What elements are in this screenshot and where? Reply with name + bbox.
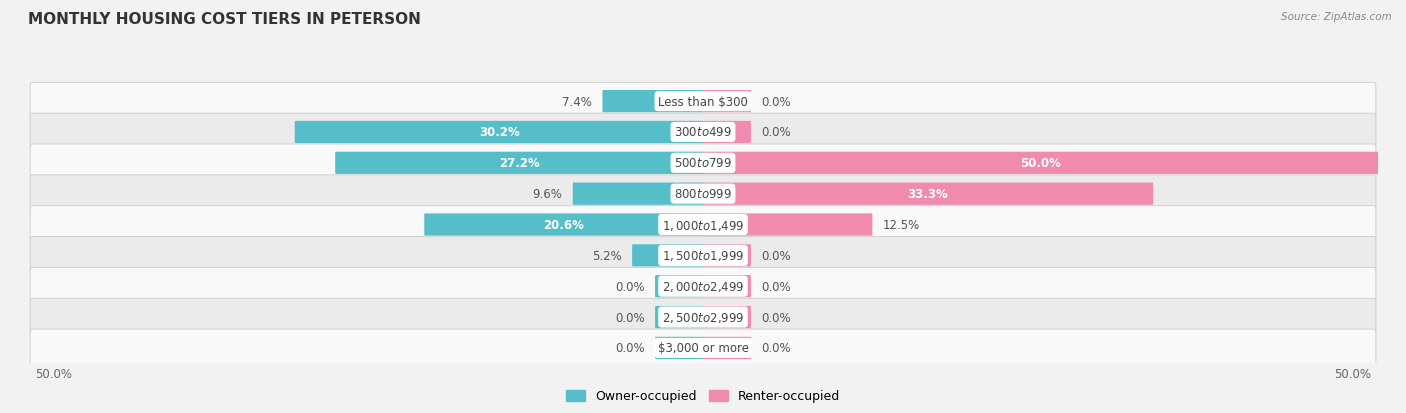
Text: 33.3%: 33.3% bbox=[907, 188, 948, 201]
Text: 0.0%: 0.0% bbox=[761, 95, 790, 108]
Text: 50.0%: 50.0% bbox=[1019, 157, 1062, 170]
Text: 0.0%: 0.0% bbox=[616, 280, 645, 293]
FancyBboxPatch shape bbox=[703, 183, 1153, 205]
Text: 12.5%: 12.5% bbox=[883, 218, 920, 231]
Text: 50.0%: 50.0% bbox=[1334, 367, 1371, 380]
FancyBboxPatch shape bbox=[30, 145, 1376, 182]
Text: 0.0%: 0.0% bbox=[616, 311, 645, 324]
FancyBboxPatch shape bbox=[703, 214, 872, 236]
Text: $800 to $999: $800 to $999 bbox=[673, 188, 733, 201]
FancyBboxPatch shape bbox=[703, 91, 751, 113]
Text: 7.4%: 7.4% bbox=[562, 95, 592, 108]
Text: 20.6%: 20.6% bbox=[544, 218, 585, 231]
FancyBboxPatch shape bbox=[655, 306, 703, 328]
FancyBboxPatch shape bbox=[30, 114, 1376, 152]
Text: 30.2%: 30.2% bbox=[479, 126, 520, 139]
FancyBboxPatch shape bbox=[703, 244, 751, 267]
FancyBboxPatch shape bbox=[703, 152, 1378, 175]
FancyBboxPatch shape bbox=[655, 337, 703, 359]
FancyBboxPatch shape bbox=[703, 121, 751, 144]
Text: $300 to $499: $300 to $499 bbox=[673, 126, 733, 139]
Text: 0.0%: 0.0% bbox=[761, 342, 790, 354]
Text: Source: ZipAtlas.com: Source: ZipAtlas.com bbox=[1281, 12, 1392, 22]
Text: $1,500 to $1,999: $1,500 to $1,999 bbox=[662, 249, 744, 263]
FancyBboxPatch shape bbox=[703, 275, 751, 298]
FancyBboxPatch shape bbox=[425, 214, 703, 236]
Text: $500 to $799: $500 to $799 bbox=[673, 157, 733, 170]
FancyBboxPatch shape bbox=[633, 244, 703, 267]
FancyBboxPatch shape bbox=[703, 306, 751, 328]
FancyBboxPatch shape bbox=[30, 268, 1376, 305]
FancyBboxPatch shape bbox=[30, 299, 1376, 336]
Text: 50.0%: 50.0% bbox=[35, 367, 72, 380]
Text: $1,000 to $1,499: $1,000 to $1,499 bbox=[662, 218, 744, 232]
FancyBboxPatch shape bbox=[295, 121, 703, 144]
FancyBboxPatch shape bbox=[30, 83, 1376, 121]
Text: 0.0%: 0.0% bbox=[761, 249, 790, 262]
Text: $3,000 or more: $3,000 or more bbox=[658, 342, 748, 354]
Text: 0.0%: 0.0% bbox=[761, 280, 790, 293]
FancyBboxPatch shape bbox=[30, 237, 1376, 275]
Text: MONTHLY HOUSING COST TIERS IN PETERSON: MONTHLY HOUSING COST TIERS IN PETERSON bbox=[28, 12, 420, 27]
FancyBboxPatch shape bbox=[655, 275, 703, 298]
Text: 5.2%: 5.2% bbox=[592, 249, 621, 262]
Text: 0.0%: 0.0% bbox=[761, 126, 790, 139]
Text: 9.6%: 9.6% bbox=[533, 188, 562, 201]
FancyBboxPatch shape bbox=[703, 337, 751, 359]
FancyBboxPatch shape bbox=[30, 176, 1376, 213]
FancyBboxPatch shape bbox=[335, 152, 703, 175]
Text: $2,000 to $2,499: $2,000 to $2,499 bbox=[662, 280, 744, 294]
Text: Less than $300: Less than $300 bbox=[658, 95, 748, 108]
FancyBboxPatch shape bbox=[572, 183, 703, 205]
FancyBboxPatch shape bbox=[602, 91, 703, 113]
Text: 27.2%: 27.2% bbox=[499, 157, 540, 170]
FancyBboxPatch shape bbox=[30, 329, 1376, 367]
Legend: Owner-occupied, Renter-occupied: Owner-occupied, Renter-occupied bbox=[561, 385, 845, 408]
FancyBboxPatch shape bbox=[30, 206, 1376, 244]
Text: $2,500 to $2,999: $2,500 to $2,999 bbox=[662, 310, 744, 324]
Text: 0.0%: 0.0% bbox=[761, 311, 790, 324]
Text: 0.0%: 0.0% bbox=[616, 342, 645, 354]
